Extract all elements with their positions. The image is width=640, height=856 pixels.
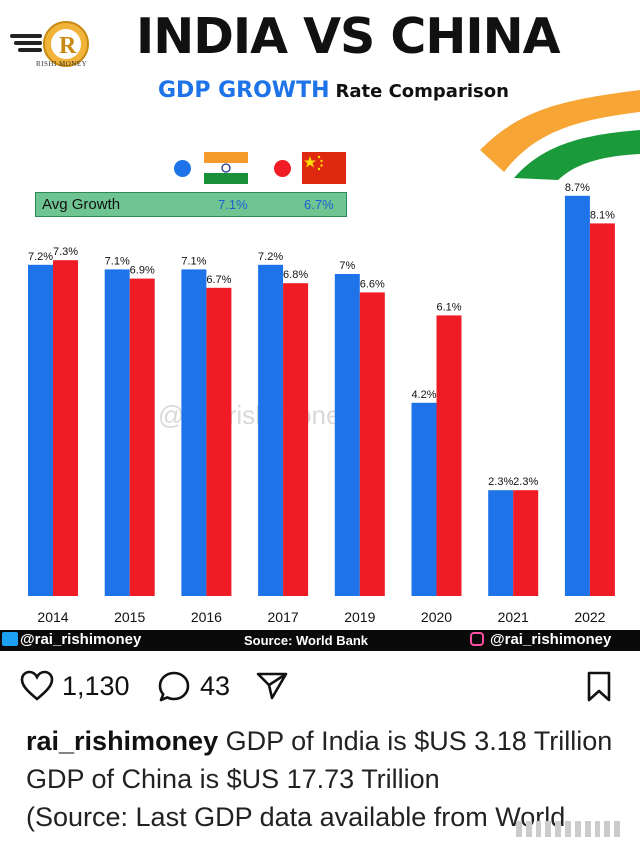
- rishi-money-logo: R: [10, 21, 89, 67]
- data-label-india-2014: 7.2%: [28, 251, 53, 263]
- bar-china-2015: [129, 278, 155, 596]
- bar-india-2014: [28, 264, 53, 596]
- footer-twitter-handle[interactable]: @rai_rishimoney: [2, 631, 141, 648]
- data-label-china-2017: 6.8%: [283, 269, 308, 281]
- x-tick-2015: 2015: [114, 609, 145, 625]
- page-title: INDIA VS CHINA: [136, 8, 561, 65]
- bar-india-2019: [334, 274, 360, 596]
- caption-line-3: (Source: Last GDP data available from Wo…: [26, 802, 566, 832]
- data-label-india-2020: 4.2%: [411, 389, 436, 401]
- bar-india-2022: [564, 195, 590, 597]
- bar-china-2017: [283, 283, 309, 596]
- x-tick-2021: 2021: [498, 609, 529, 625]
- data-label-china-2019: 6.6%: [360, 278, 385, 290]
- gdp-bar-chart: @rai_rishimoney 7.2% 7.3%20147.1%6.9%2015…: [28, 182, 615, 625]
- x-tick-2017: 2017: [268, 609, 299, 625]
- india-flag-icon: [204, 152, 248, 184]
- data-label-india-2022: 8.7%: [565, 182, 590, 194]
- like-count: 1,130: [62, 671, 130, 701]
- data-label-china-2021: 2.3%: [513, 476, 538, 488]
- bar-india-2016: [181, 269, 207, 596]
- footer-left-text: @rai_rishimoney: [20, 631, 142, 648]
- x-tick-2014: 2014: [37, 609, 68, 625]
- speed-lines-icon: [10, 34, 42, 52]
- india-legend-dot: [174, 160, 191, 177]
- bar-china-2016: [206, 287, 232, 596]
- subtitle-accent: GDP GROWTH: [158, 78, 330, 103]
- subtitle: GDP GROWTH Rate Comparison: [158, 78, 509, 103]
- data-label-china-2022: 8.1%: [590, 209, 615, 221]
- post-caption: rai_rishimoney GDP of India is $US 3.18 …: [26, 722, 626, 836]
- caption-line-2: GDP of China is $US 17.73 Trillion: [26, 764, 440, 794]
- legend: [174, 152, 354, 186]
- comment-count: 43: [200, 671, 231, 701]
- x-tick-2016: 2016: [191, 609, 222, 625]
- heart-icon[interactable]: [20, 670, 54, 702]
- data-label-india-2019: 7%: [339, 260, 355, 272]
- bookmark-icon[interactable]: [586, 671, 612, 703]
- instagram-icon: [470, 632, 484, 646]
- data-label-china-2016: 6.7%: [206, 274, 231, 286]
- twitter-icon: [2, 632, 18, 646]
- bar-china-2022: [589, 223, 615, 596]
- tricolor-ribbon-decoration: [480, 90, 640, 180]
- bar-india-2015: [104, 269, 130, 596]
- china-flag-icon: [302, 152, 346, 184]
- avg-growth-bar: Avg Growth 7.1% 6.7%: [35, 192, 347, 217]
- data-label-india-2015: 7.1%: [105, 255, 130, 267]
- footer-source: Source: World Bank: [244, 633, 369, 648]
- bar-india-2017: [258, 264, 284, 596]
- data-label-india-2021: 2.3%: [488, 476, 513, 488]
- svg-text:R: R: [59, 33, 77, 59]
- bar-china-2014: [53, 260, 78, 596]
- bar-india-2021: [488, 490, 514, 596]
- data-label-india-2017: 7.2%: [258, 251, 283, 263]
- logo-text: RISHI MONEY: [36, 60, 88, 68]
- app-watermark: [516, 821, 620, 839]
- subtitle-rest: Rate Comparison: [335, 81, 509, 102]
- comment-icon[interactable]: [158, 670, 192, 704]
- bar-china-2020: [436, 315, 462, 596]
- data-label-china-2015: 6.9%: [130, 265, 155, 277]
- footer-instagram-handle[interactable]: @rai_rishimoney: [470, 631, 611, 648]
- data-label-china-2020: 6.1%: [436, 301, 461, 313]
- caption-line-1: rai_rishimoney GDP of India is $US 3.18 …: [26, 722, 626, 760]
- post-actions: 1,130 43: [20, 666, 620, 706]
- avg-growth-india: 7.1%: [218, 197, 248, 212]
- bar-china-2019: [359, 292, 385, 596]
- caption-username[interactable]: rai_rishimoney: [26, 726, 219, 756]
- footer-bar: @rai_rishimoney Source: World Bank @rai_…: [0, 630, 640, 651]
- footer-right-text: @rai_rishimoney: [490, 631, 612, 648]
- avg-growth-label: Avg Growth: [42, 196, 121, 213]
- avg-growth-china: 6.7%: [304, 197, 334, 212]
- x-tick-2019: 2019: [344, 609, 375, 625]
- bar-india-2020: [411, 402, 437, 596]
- bar-china-2021: [513, 490, 539, 596]
- data-label-india-2016: 7.1%: [181, 255, 206, 267]
- share-icon[interactable]: [256, 671, 288, 701]
- x-tick-2020: 2020: [421, 609, 452, 625]
- x-tick-2022: 2022: [574, 609, 605, 625]
- data-label-china-2014: 7.3%: [53, 246, 78, 258]
- post-image[interactable]: R RISHI MONEY INDIA VS CHINA GDP GROWTH R…: [0, 0, 640, 652]
- china-legend-dot: [274, 160, 291, 177]
- caption-text-1: GDP of India is $US 3.18 Trillion: [225, 726, 613, 756]
